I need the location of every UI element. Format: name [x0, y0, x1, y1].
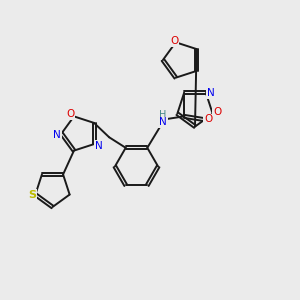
Text: S: S	[28, 190, 36, 200]
Text: H: H	[159, 110, 167, 120]
Text: O: O	[170, 36, 178, 46]
Text: N: N	[53, 130, 61, 140]
Text: N: N	[95, 141, 102, 151]
Text: O: O	[66, 109, 74, 119]
Text: N: N	[159, 117, 167, 128]
Text: O: O	[204, 114, 212, 124]
Text: N: N	[207, 88, 214, 98]
Text: O: O	[213, 107, 221, 117]
